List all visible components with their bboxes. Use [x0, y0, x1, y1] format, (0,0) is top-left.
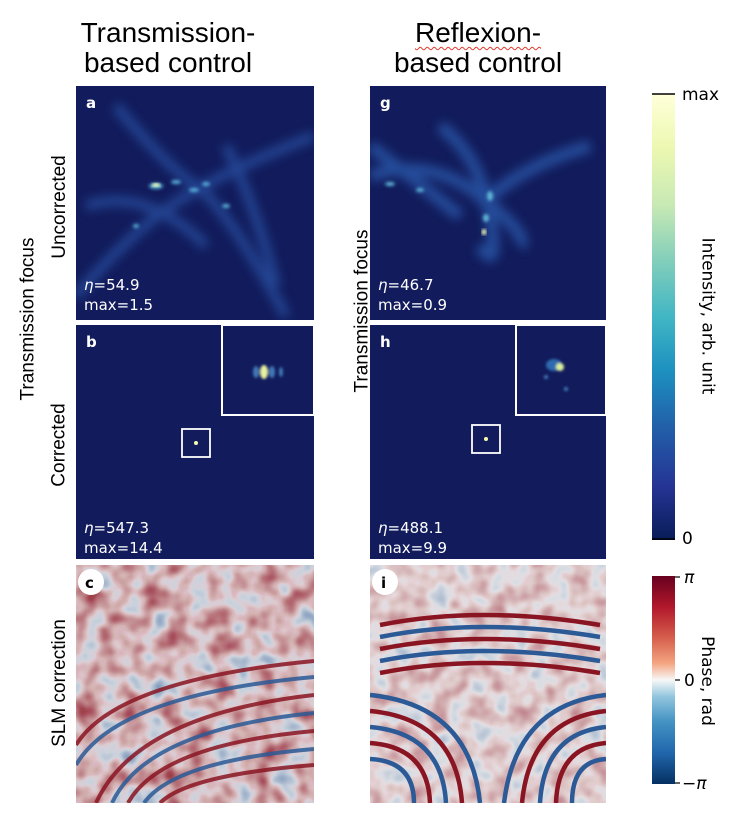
phase-gradient-bar — [652, 576, 675, 784]
row-label-text: SLM correction — [49, 619, 70, 747]
row-group-label-text: Transmission focus — [17, 237, 38, 401]
efficiency-annotation: η=488.1 — [378, 519, 443, 537]
efficiency-annotation: η=46.7 — [378, 276, 434, 294]
column-title-line: Reflexion- — [358, 18, 598, 48]
zoom-inset — [221, 325, 314, 416]
eta-value: 46.7 — [400, 276, 433, 294]
column-title-line: based control — [393, 47, 563, 78]
phase-colorbar-label: Phase, rad — [637, 636, 736, 726]
panel-label: c — [85, 574, 94, 592]
max-annotation: max=0.9 — [378, 296, 447, 314]
panel-label-badge — [78, 569, 104, 595]
efficiency-annotation: η=54.9 — [84, 276, 140, 294]
panel-label: h — [380, 333, 391, 351]
phase-top-tick: π — [684, 568, 695, 588]
panel-g-image: g η=46.7 max=0.9 — [370, 86, 606, 320]
panel-g-uncorrected-reflexion: g η=46.7 max=0.9 — [370, 86, 606, 320]
eta-value: 488.1 — [400, 519, 443, 537]
panel-h-corrected-reflexion: h η=488.1 max=9.9 — [370, 325, 606, 559]
efficiency-annotation: η=547.3 — [84, 519, 149, 537]
panel-a-uncorrected-transmission: a η=54.9 max=1.5 — [76, 86, 314, 320]
column-title-transmission: Transmission- based control — [48, 18, 288, 78]
row-label-text: Uncorrected — [49, 155, 70, 259]
column-title-word: Reflexion- — [414, 17, 542, 48]
column-title-line: Transmission- — [80, 17, 256, 48]
column-title-reflexion: Reflexion- based control — [358, 18, 598, 78]
zoom-box — [181, 428, 211, 458]
fringe-pattern — [76, 659, 314, 803]
max-annotation: max=14.4 — [84, 539, 163, 557]
row-label-text: Corrected — [48, 403, 70, 487]
eta-value: 54.9 — [106, 276, 139, 294]
intensity-zero-tick: 0 — [682, 529, 693, 549]
intensity-colorbar-label: Intensity, arb. unit — [607, 238, 736, 395]
panel-c-slm-correction: c — [76, 565, 314, 803]
intensity-colorbar: max 0 — [652, 85, 719, 549]
intensity-max-tick: max — [682, 85, 719, 105]
panel-label: a — [86, 94, 96, 112]
intensity-gradient-bar — [652, 94, 675, 540]
panel-b-image: b η=547.3 max=14.4 — [76, 325, 314, 559]
panel-c-phase-map: c — [76, 565, 314, 803]
panel-h-image: h η=488.1 max=9.9 — [370, 325, 606, 559]
panel-a-image: a η=54.9 max=1.5 — [76, 86, 314, 320]
phase-zero-tick: 0 — [684, 671, 695, 691]
column-title-line: based control — [83, 47, 253, 78]
panel-label-badge — [372, 569, 398, 595]
panel-label: b — [86, 333, 97, 351]
zoom-box — [471, 424, 501, 454]
eta-value: 547.3 — [106, 519, 149, 537]
panel-label: i — [381, 574, 386, 592]
panel-label: g — [380, 94, 391, 112]
max-annotation: max=9.9 — [378, 539, 447, 557]
fringe-pattern — [370, 612, 606, 803]
panel-i-phase-map: i — [370, 565, 606, 803]
phase-colorbar: π 0 −π — [652, 568, 707, 794]
panel-i-slm-correction: i — [370, 565, 606, 803]
max-annotation: max=1.5 — [84, 296, 153, 314]
intensity-colorbar-label-text: Intensity, arb. unit — [697, 237, 717, 395]
phase-colorbar-label-text: Phase, rad — [696, 636, 717, 726]
phase-bottom-tick: −π — [682, 774, 707, 794]
panel-b-corrected-transmission: b η=547.3 max=14.4 — [76, 325, 314, 559]
